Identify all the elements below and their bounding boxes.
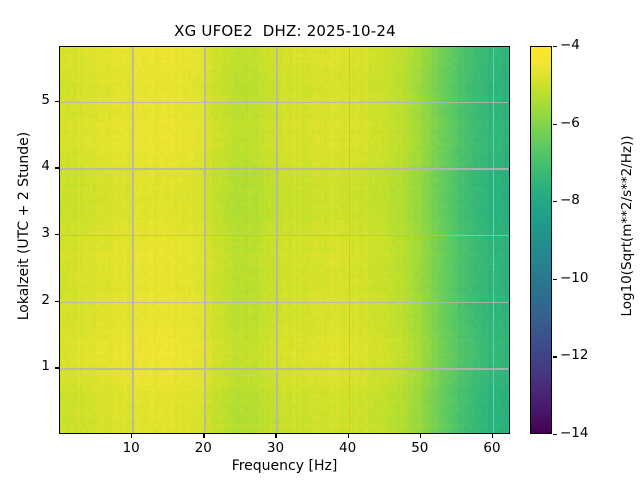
y-tick-mark	[55, 367, 59, 369]
colorbar-tick-label: −12	[560, 347, 589, 364]
colorbar-tick-label: −6	[560, 114, 580, 131]
x-tick-label: 40	[339, 440, 357, 456]
x-tick-mark	[203, 434, 205, 438]
y-tick-label: 2	[41, 291, 50, 308]
x-tick-label: 20	[194, 440, 212, 456]
x-tick-mark	[491, 434, 494, 438]
y-tick-mark	[55, 300, 59, 302]
colorbar-label: Log10(Sqrt(m**2/s**2/Hz))	[619, 135, 635, 317]
colorbar-tick-mark	[553, 278, 557, 281]
x-tick-label: 50	[411, 440, 429, 456]
x-tick-mark	[419, 434, 422, 438]
figure-title: XG UFOE2 DHZ: 2025-10-24	[174, 22, 396, 40]
colorbar-tick-label: −4	[560, 37, 580, 53]
spectrogram-image	[60, 47, 509, 433]
colorbar-tick-mark	[553, 356, 557, 358]
x-tick-label: 60	[483, 440, 501, 456]
y-axis-label: Lokalzeit (UTC + 2 Stunde)	[16, 131, 32, 321]
colorbar-tick-mark	[553, 201, 557, 203]
y-tick-label: 3	[41, 225, 50, 241]
x-tick-mark	[347, 434, 349, 438]
colorbar-tick-mark	[553, 434, 557, 436]
x-tick-mark	[275, 434, 277, 438]
colorbar-tick-label: −14	[560, 425, 589, 441]
y-tick-mark	[55, 234, 59, 236]
y-tick-label: 1	[41, 358, 50, 375]
y-tick-label: 5	[41, 91, 50, 108]
y-tick-label: 4	[41, 158, 50, 175]
colorbar-gradient	[531, 47, 551, 433]
colorbar[interactable]	[530, 46, 552, 434]
y-tick-mark	[55, 167, 59, 169]
x-tick-label: 30	[266, 440, 285, 456]
colorbar-tick-mark	[553, 123, 557, 125]
x-tick-label: 10	[122, 440, 140, 456]
spectrogram-axes[interactable]	[59, 46, 510, 434]
x-axis-label: Frequency [Hz]	[231, 458, 338, 474]
y-tick-mark	[55, 100, 59, 102]
colorbar-tick-mark	[553, 46, 557, 48]
x-tick-mark	[131, 434, 133, 438]
colorbar-tick-label: −8	[560, 192, 580, 209]
colorbar-tick-label: −10	[560, 269, 589, 286]
